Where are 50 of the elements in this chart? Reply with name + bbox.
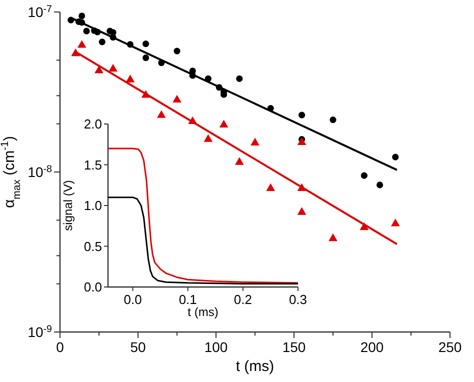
point xyxy=(234,157,244,165)
y-tick-label: 0.0 xyxy=(84,280,102,295)
point xyxy=(266,183,276,191)
point xyxy=(297,137,306,146)
y-tick-label: 10$^{-9}$ xyxy=(28,323,52,340)
x-tick-label: 250 xyxy=(438,339,462,355)
x-tick-label: 0 xyxy=(56,339,64,355)
point xyxy=(219,120,228,128)
point xyxy=(156,110,166,118)
point xyxy=(250,138,260,146)
point xyxy=(390,218,400,226)
x-tick-label: 0.2 xyxy=(234,292,252,307)
y-axis-title: signal (V) xyxy=(61,180,75,231)
point xyxy=(328,233,338,242)
point xyxy=(126,74,135,82)
point xyxy=(142,54,150,62)
point xyxy=(376,182,384,188)
point xyxy=(172,94,182,103)
point xyxy=(204,134,213,142)
point xyxy=(142,40,150,48)
point xyxy=(297,207,306,215)
point xyxy=(108,64,118,72)
x-tick-label: 0.0 xyxy=(124,292,142,307)
x-tick-label: 100 xyxy=(204,339,228,355)
point xyxy=(94,66,104,74)
x-axis-title: t (ms) xyxy=(188,305,218,319)
point xyxy=(98,38,106,46)
y-tick-label: 1.0 xyxy=(84,198,102,214)
point xyxy=(330,116,336,124)
y-tick-label: 2.0 xyxy=(84,116,102,132)
y-tick-label: 10$^{-7}$ xyxy=(28,3,52,20)
x-tick-label: 200 xyxy=(360,339,384,355)
x-axis-title: t (ms) xyxy=(236,358,274,375)
line-series xyxy=(107,148,299,284)
y-tick-label: 10$^{-8}$ xyxy=(28,163,53,180)
y-tick-label: 1.5 xyxy=(84,157,102,172)
x-tick-label: 0.1 xyxy=(178,292,197,307)
point xyxy=(174,48,180,54)
point xyxy=(78,12,86,20)
point xyxy=(298,112,306,118)
point xyxy=(236,75,243,82)
point xyxy=(77,40,86,48)
point xyxy=(392,154,399,160)
line-series xyxy=(107,196,299,284)
x-tick-label: 50 xyxy=(130,339,146,355)
y-tick-label: 0.5 xyxy=(84,238,102,254)
x-tick-label: 0.3 xyxy=(288,292,308,307)
point xyxy=(83,28,90,34)
x-tick-label: 150 xyxy=(282,339,306,355)
point xyxy=(360,172,368,179)
